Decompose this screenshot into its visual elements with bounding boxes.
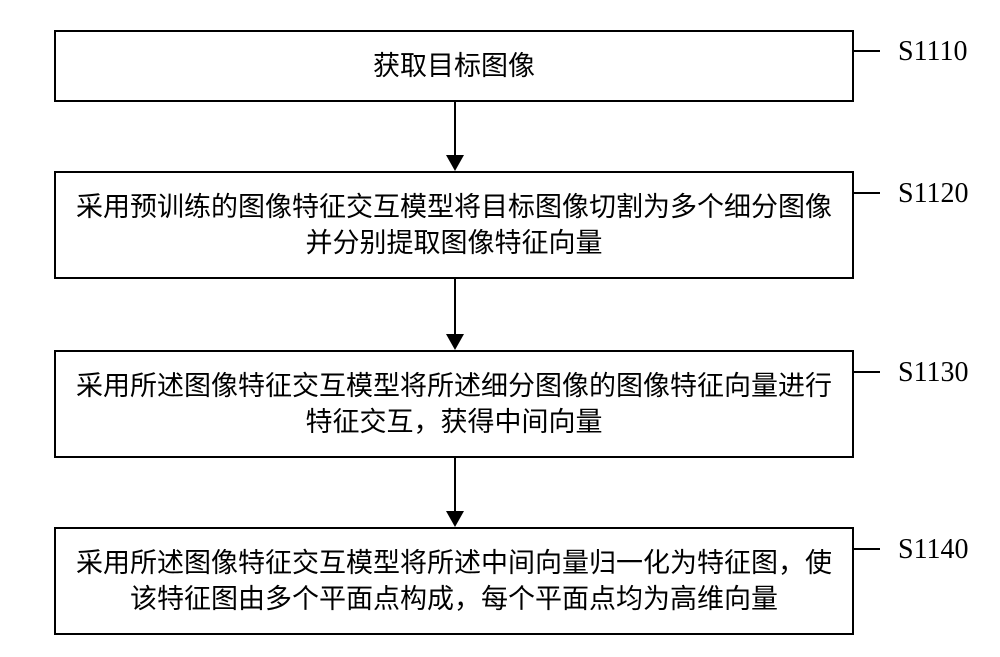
flow-text-s1110: 获取目标图像 (373, 48, 535, 84)
arrow-head-3 (446, 511, 464, 527)
flow-text-s1140: 采用所述图像特征交互模型将所述中间向量归一化为特征图，使该特征图由多个平面点构成… (66, 545, 842, 618)
arrow-head-1 (446, 155, 464, 171)
step-label-s1120: S1120 (898, 178, 969, 210)
step-label-s1130: S1130 (898, 357, 969, 389)
flow-box-s1110: 获取目标图像 (54, 30, 854, 102)
arrow-line-3 (454, 458, 456, 511)
arrow-line-2 (454, 279, 456, 334)
flow-text-s1130: 采用所述图像特征交互模型将所述细分图像的图像特征向量进行特征交互，获得中间向量 (66, 368, 842, 441)
flow-box-s1130: 采用所述图像特征交互模型将所述细分图像的图像特征向量进行特征交互，获得中间向量 (54, 350, 854, 458)
connector-s1130 (854, 371, 880, 373)
step-label-s1110: S1110 (898, 36, 968, 68)
flow-box-s1140: 采用所述图像特征交互模型将所述中间向量归一化为特征图，使该特征图由多个平面点构成… (54, 527, 854, 635)
arrow-head-2 (446, 334, 464, 350)
connector-s1110 (854, 50, 880, 52)
flow-text-s1120: 采用预训练的图像特征交互模型将目标图像切割为多个细分图像并分别提取图像特征向量 (66, 189, 842, 262)
flow-box-s1120: 采用预训练的图像特征交互模型将目标图像切割为多个细分图像并分别提取图像特征向量 (54, 171, 854, 279)
arrow-line-1 (454, 102, 456, 155)
step-label-s1140: S1140 (898, 534, 969, 566)
flowchart-canvas: 获取目标图像 S1110 采用预训练的图像特征交互模型将目标图像切割为多个细分图… (0, 0, 1000, 657)
connector-s1120 (854, 192, 880, 194)
connector-s1140 (854, 548, 880, 550)
